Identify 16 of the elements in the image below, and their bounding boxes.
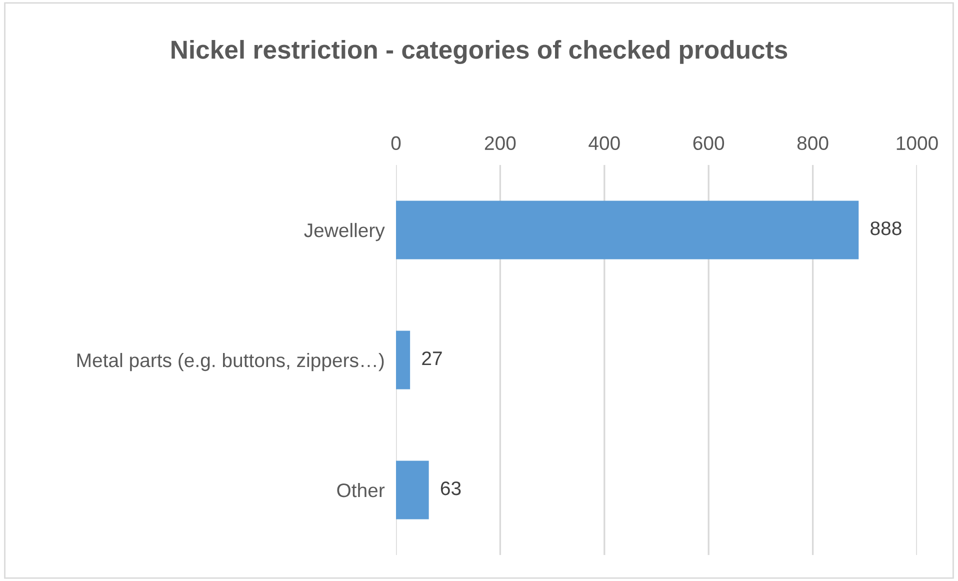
x-tick-label: 600: [693, 136, 724, 150]
x-tick-label: 800: [797, 136, 828, 150]
y-tick-label: Jewellery: [304, 222, 385, 242]
chart-title: Nickel restriction - categories of checked products: [172, 40, 788, 64]
bar: [396, 200, 859, 260]
y-tick-label: Other: [337, 482, 385, 498]
data-label: 63: [440, 481, 461, 496]
x-tick-label: 0: [391, 136, 401, 150]
data-label: 27: [422, 351, 442, 366]
data-label: 888: [870, 221, 902, 236]
x-tick-label: 400: [588, 136, 620, 150]
x-tick-label: 1000: [896, 136, 938, 150]
x-tick-label: 200: [484, 136, 516, 150]
bar: [396, 330, 410, 390]
y-tick-label: Metal parts (e.g. buttons, zippers…): [77, 352, 384, 372]
bar: [396, 460, 429, 520]
